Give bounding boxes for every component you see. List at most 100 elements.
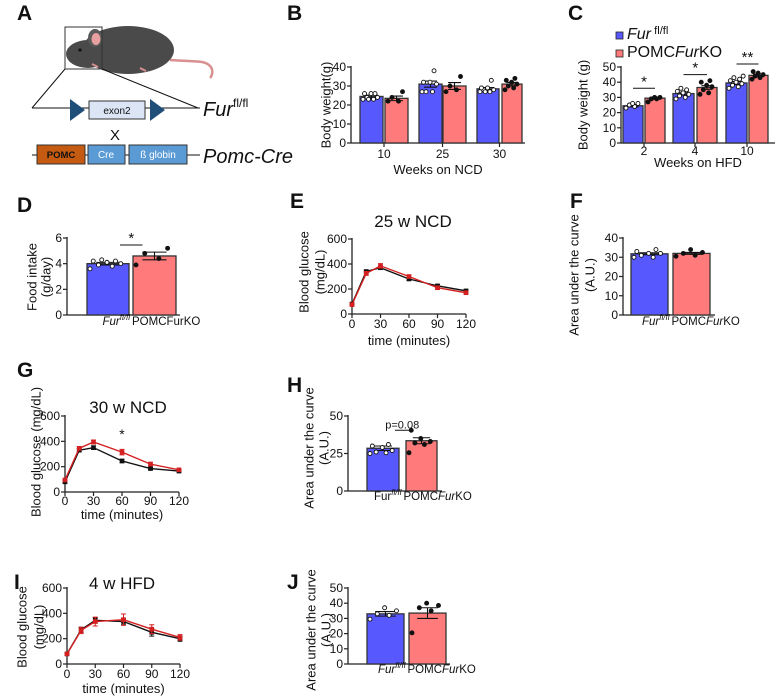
bar-ko: [408, 612, 447, 665]
data-point-ko: [176, 467, 182, 473]
y-tick-label: 30: [330, 611, 344, 625]
y-tick-label: 30: [605, 250, 619, 264]
data-point: [389, 94, 395, 100]
bar-ko-10: [748, 74, 769, 144]
x-axis-label: Weeks on HFD: [654, 155, 742, 170]
bar-ko-30: [501, 83, 523, 144]
category-label-control-part: Fur: [642, 316, 660, 328]
x-tick-label: 25: [436, 147, 450, 161]
significance-marker: *: [641, 73, 647, 90]
data-point: [638, 252, 644, 258]
data-point: [735, 84, 741, 90]
category-label-control-part: fl/fl: [395, 661, 405, 670]
data-point: [482, 89, 488, 95]
data-point-ko: [121, 617, 126, 622]
data-point-ko: [148, 461, 153, 467]
category-label-control-part: Fur: [374, 491, 391, 503]
data-point-control: [91, 445, 96, 450]
data-point: [635, 101, 641, 106]
category-label-ko: POMCFurKO: [672, 316, 740, 328]
x-tick-label: 120: [169, 494, 189, 508]
x-tick-label: 0: [64, 667, 71, 681]
data-point-ko: [91, 439, 96, 445]
cre-box-label: Cre: [98, 150, 115, 161]
y-tick-label: 400: [40, 434, 60, 448]
data-point: [99, 257, 105, 263]
data-point: [454, 87, 459, 93]
y-tick-label: 0: [336, 657, 343, 671]
data-point: [760, 72, 766, 78]
y-tick-label: 50: [330, 409, 344, 423]
data-point: [731, 75, 737, 81]
data-point: [368, 91, 374, 97]
y-tick-label: 40: [330, 596, 344, 610]
significance-marker: *: [128, 230, 134, 247]
category-label-ko-part: Fur: [438, 491, 456, 503]
y-axis-label: (A.U.): [318, 613, 333, 647]
panel-letter-e: E: [290, 190, 304, 213]
y-tick-label: 20: [330, 627, 344, 641]
panel-letters: A B C D E F G H I J: [14, 2, 583, 594]
x-tick-label: 30: [493, 147, 507, 161]
bar-ko: [405, 440, 438, 492]
y-tick-label: 200: [327, 282, 347, 296]
bar-ko-2: [644, 97, 666, 144]
data-point: [680, 90, 686, 96]
category-label-control: Furfl/fl: [642, 313, 670, 328]
y-tick-label: 600: [42, 581, 62, 595]
y-tick-label: 200: [42, 632, 62, 646]
data-point: [505, 83, 511, 89]
y-tick-label: 40: [603, 75, 617, 89]
significance-marker: **: [742, 49, 754, 66]
data-point: [430, 89, 435, 95]
x-tick-label: 10: [377, 147, 391, 161]
bar-ko: [132, 255, 177, 316]
y-axis-label: Food intake: [24, 243, 39, 311]
data-point: [434, 81, 439, 87]
data-point: [630, 101, 636, 106]
data-point: [109, 263, 115, 269]
data-point: [371, 96, 376, 102]
data-point: [707, 78, 713, 84]
y-tick-label: 600: [40, 409, 60, 423]
y-tick-label: 40: [333, 60, 347, 74]
pomc-cre-label: Pomc-Cre: [203, 146, 293, 168]
y-tick-label: 50: [603, 60, 617, 74]
data-point: [367, 616, 373, 622]
chart-title: 25 w NCD: [374, 212, 451, 231]
category-label-ko: POMCFurKO: [408, 664, 476, 676]
x-tick-label: 120: [456, 317, 476, 331]
data-point: [646, 250, 652, 256]
data-point-ko: [92, 619, 98, 624]
x-tick-label: 10: [740, 144, 754, 158]
significance-marker: *: [692, 60, 698, 77]
data-point: [727, 78, 733, 84]
y-tick-label: 0: [55, 308, 62, 322]
category-label-ko-part: POMC: [404, 491, 439, 503]
exon2-label: exon2: [103, 106, 131, 117]
data-point-ko: [406, 274, 412, 279]
data-point: [379, 445, 385, 450]
bar-control-30: [476, 88, 500, 144]
data-point: [491, 87, 497, 93]
data-point: [680, 250, 686, 256]
y-axis-label: Area under the curve: [301, 387, 316, 508]
panel-letter-j: J: [287, 571, 299, 594]
x-tick-label: 4: [692, 144, 699, 158]
data-point: [104, 259, 110, 265]
y-tick-label: 50: [330, 581, 344, 595]
x-tick-label: 90: [144, 494, 158, 508]
y-axis-label: (A.U.): [316, 431, 331, 465]
category-label-control: Furfl/fl: [374, 488, 402, 503]
y-tick-label: 10: [333, 117, 347, 131]
x-tick-label: 60: [402, 317, 416, 331]
data-point-ko: [349, 302, 355, 307]
category-label-ko-part: POMCFurKO: [132, 316, 200, 328]
y-axis-label: (g/day): [38, 257, 53, 297]
legend-label-ko-part: Fur: [675, 44, 700, 61]
y-tick-label: 0: [611, 308, 618, 322]
bar-control: [86, 263, 130, 316]
panel-letter-c: C: [568, 2, 583, 25]
